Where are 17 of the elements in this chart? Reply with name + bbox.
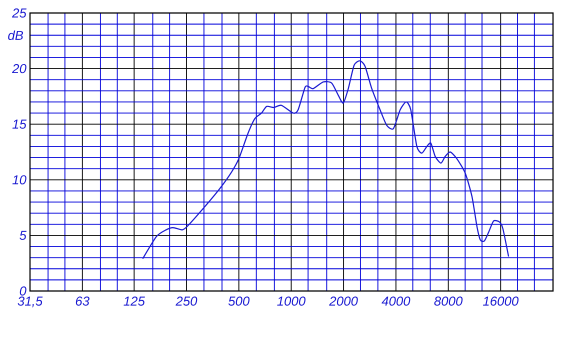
x-tick-label: 125: [124, 296, 145, 306]
y-tick-label: 0: [20, 286, 26, 296]
x-tick-label: 4000: [382, 296, 410, 306]
x-tick-label: 2000: [329, 296, 358, 306]
x-tick-label: 500: [228, 296, 250, 306]
x-tick-label: 16000: [482, 296, 519, 306]
y-tick-label: 15: [12, 120, 27, 129]
y-axis-title: dB: [8, 30, 24, 40]
y-tick-label: 20: [12, 64, 26, 74]
y-tick-label: 25: [12, 8, 27, 18]
x-tick-label: 8000: [434, 296, 463, 306]
x-tick-label: 250: [176, 296, 198, 306]
y-tick-label: 5: [20, 230, 27, 240]
x-tick-label: 31,5: [18, 296, 43, 308]
x-tick-label: 63: [76, 296, 90, 306]
y-tick-label: 10: [12, 175, 26, 184]
x-tick-label: 1000: [277, 296, 306, 306]
